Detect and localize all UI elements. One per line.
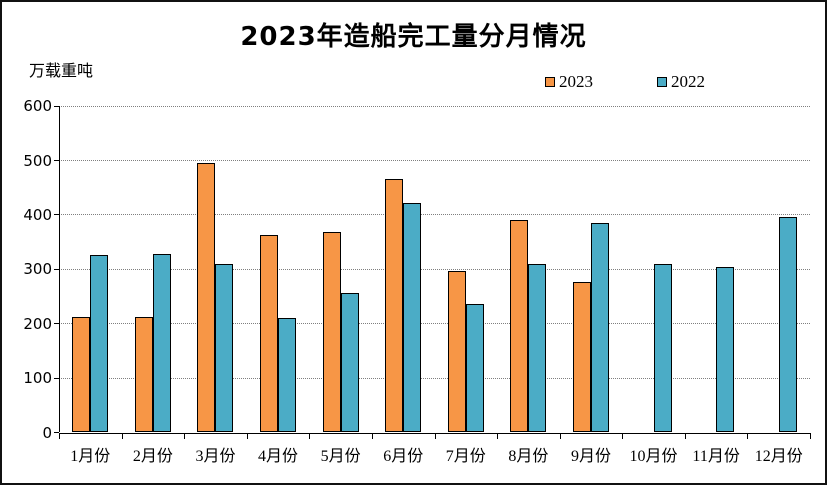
gridline-200 [59, 323, 810, 325]
bar-2022-2月份 [152, 254, 171, 433]
bar-2022-4月份 [278, 318, 297, 433]
y-axis-label-500: 500 [23, 151, 52, 170]
x-tick-7 [497, 434, 499, 439]
x-axis-label-5月份: 5月份 [320, 447, 361, 465]
bar-2023-4月份 [260, 235, 279, 433]
x-tick-4 [309, 434, 311, 439]
x-tick-10 [684, 434, 686, 439]
gridline-300 [59, 268, 810, 270]
y-axis-unit-label: 万载重吨 [29, 63, 94, 80]
bar-2023-8月份 [510, 220, 529, 433]
bar-2023-9月份 [572, 281, 591, 433]
bar-2022-5月份 [340, 292, 359, 433]
y-tick-0 [54, 432, 59, 433]
y-tick-300 [54, 268, 59, 270]
gridline-600 [59, 105, 810, 107]
x-tick-11 [747, 434, 749, 439]
bar-2023-5月份 [322, 232, 341, 433]
bar-2022-12月份 [778, 216, 797, 433]
legend-item-2022: 2022 [657, 72, 705, 92]
bar-2022-1月份 [90, 254, 109, 433]
gridline-100 [59, 377, 810, 379]
x-axis-label-6月份: 6月份 [383, 447, 424, 465]
bar-2022-9月份 [590, 222, 609, 433]
bar-2022-11月份 [716, 267, 735, 433]
bar-2022-7月份 [465, 304, 484, 433]
bar-2022-6月份 [403, 202, 422, 433]
y-axis-label-400: 400 [23, 205, 52, 224]
bar-2023-2月份 [134, 317, 153, 433]
gridline-400 [59, 214, 810, 216]
x-tick-6 [434, 434, 436, 439]
x-tick-12 [810, 434, 811, 439]
y-axis-label-300: 300 [23, 260, 52, 279]
legend-swatch-2023-icon [545, 77, 555, 87]
bar-2023-7月份 [447, 270, 466, 433]
x-tick-1 [121, 434, 123, 439]
x-tick-2 [184, 434, 186, 439]
x-axis-label-2月份: 2月份 [132, 447, 173, 465]
bar-2023-1月份 [72, 317, 91, 433]
y-axis-label-600: 600 [23, 97, 52, 116]
x-axis-label-8月份: 8月份 [508, 447, 549, 465]
y-tick-200 [54, 323, 59, 325]
x-axis-label-4月份: 4月份 [258, 447, 299, 465]
x-tick-3 [246, 434, 248, 439]
y-tick-500 [54, 160, 59, 161]
bar-2022-8月份 [528, 263, 547, 433]
legend-label-2023: 2023 [559, 72, 593, 91]
legend-swatch-2022-icon [657, 77, 667, 87]
y-tick-100 [54, 377, 59, 379]
gridline-500 [59, 160, 810, 161]
y-tick-600 [54, 105, 59, 107]
x-tick-0 [59, 434, 60, 439]
y-axis-label-200: 200 [23, 314, 52, 333]
legend-item-2023: 2023 [545, 72, 593, 92]
bar-2022-10月份 [653, 264, 672, 433]
legend-label-2022: 2022 [671, 72, 705, 91]
chart-title: 2023年造船完工量分月情况 [240, 22, 587, 52]
bar-2022-3月份 [215, 264, 234, 433]
x-axis-line [59, 432, 811, 434]
x-axis-label-1月份: 1月份 [70, 447, 111, 465]
x-axis-label-10月份: 10月份 [629, 447, 678, 465]
y-axis-label-100: 100 [23, 369, 52, 388]
y-axis-line [59, 106, 60, 433]
y-tick-400 [54, 214, 59, 216]
bar-2023-3月份 [197, 163, 216, 433]
x-tick-5 [371, 434, 373, 439]
x-axis-label-11月份: 11月份 [692, 447, 740, 465]
x-axis-label-9月份: 9月份 [570, 447, 611, 465]
x-axis-label-7月份: 7月份 [445, 447, 486, 465]
x-axis-label-12月份: 12月份 [754, 447, 803, 465]
x-tick-8 [559, 434, 561, 439]
y-axis-label-0: 0 [42, 423, 52, 442]
bar-2023-6月份 [385, 178, 404, 433]
x-axis-label-3月份: 3月份 [195, 447, 236, 465]
x-tick-9 [622, 434, 624, 439]
